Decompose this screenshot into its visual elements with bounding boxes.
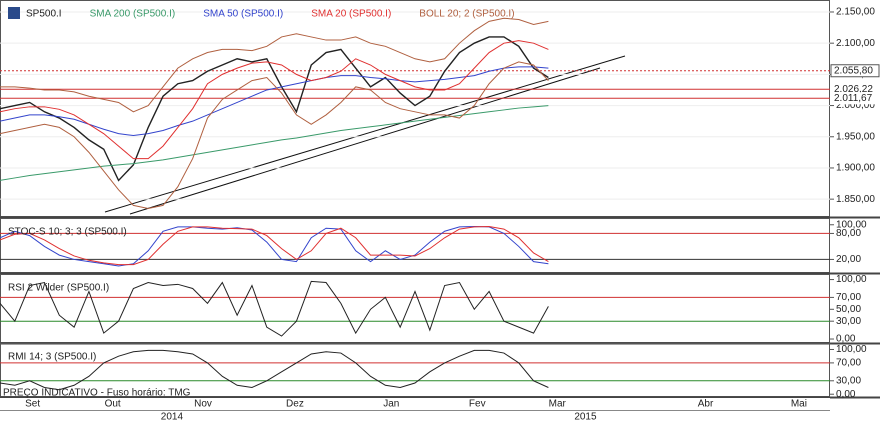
x-tick-label: Jan [383,399,399,410]
y-tick-label: 1.900,00 [836,163,875,174]
y-tick-label: 2.100,00 [836,38,875,49]
level-label-box [831,92,879,105]
series-line [0,40,549,160]
legend-entry: SMA 50 (SP500.I) [203,9,283,20]
logo [8,7,20,19]
level-label: 2.055,80 [834,65,873,76]
y-tick-label: 2.150,00 [836,7,875,18]
year-label: 2015 [574,412,597,423]
series-line [0,61,549,210]
x-tick-label: Nov [194,399,212,410]
series-line [0,225,549,266]
series-line [0,105,549,181]
y-tick-label: 30,00 [836,375,861,386]
panel-title: RSI 2 Wilder (SP500.I) [8,283,109,294]
y-tick-label: 100,00 [836,344,867,355]
level-label-box [831,83,879,96]
series-line [0,36,549,182]
level-label: 2.011,67 [834,93,873,104]
x-tick-label: Set [25,399,40,410]
level-label: 2.026,22 [834,84,873,95]
y-tick-label: 80,00 [836,228,861,239]
y-tick-label: 1.950,00 [836,131,875,142]
legend-entry: SMA 200 (SP500.I) [90,9,176,20]
trend-line [104,55,626,213]
x-tick-label: Fev [469,399,486,410]
y-tick-label: 0,00 [836,334,856,345]
series-line [0,349,549,391]
x-tick-label: Dez [286,399,304,410]
y-tick-label: 70,00 [836,358,861,369]
panel-title: STOC-S 10; 3; 3 (SP500.I) [8,227,127,238]
x-tick-label: Mai [791,399,807,410]
panel-title: RMI 14; 3 (SP500.I) [8,352,96,363]
series-line [0,225,549,267]
x-tick-label: Out [105,399,121,410]
y-tick-label: 100,00 [836,274,867,285]
y-tick-label: 1.850,00 [836,194,875,205]
y-tick-label: 50,00 [836,304,861,315]
x-tick-label: Abr [698,399,714,410]
y-tick-label: 100,00 [836,219,867,230]
footer-note: PREÇO INDICATIVO - Fuso horário: TMG [3,388,191,399]
level-label-box [830,64,880,78]
y-tick-label: 30,00 [836,316,861,327]
series-line [0,280,549,337]
x-tick-label: Mar [549,399,567,410]
series-line [0,17,549,113]
y-tick-label: 2.000,00 [836,100,875,111]
y-tick-label: 70,00 [836,292,861,303]
legend-entry: SMA 20 (SP500.I) [311,9,391,20]
year-label: 2014 [161,412,184,423]
series-line [0,66,549,137]
legend-entry: BOLL 20; 2 (SP500.I) [419,9,514,20]
legend-entry: SP500.I [26,9,62,20]
y-tick-label: 20,00 [836,254,861,265]
y-tick-label: 0,00 [836,389,856,400]
trend-line [129,67,601,215]
